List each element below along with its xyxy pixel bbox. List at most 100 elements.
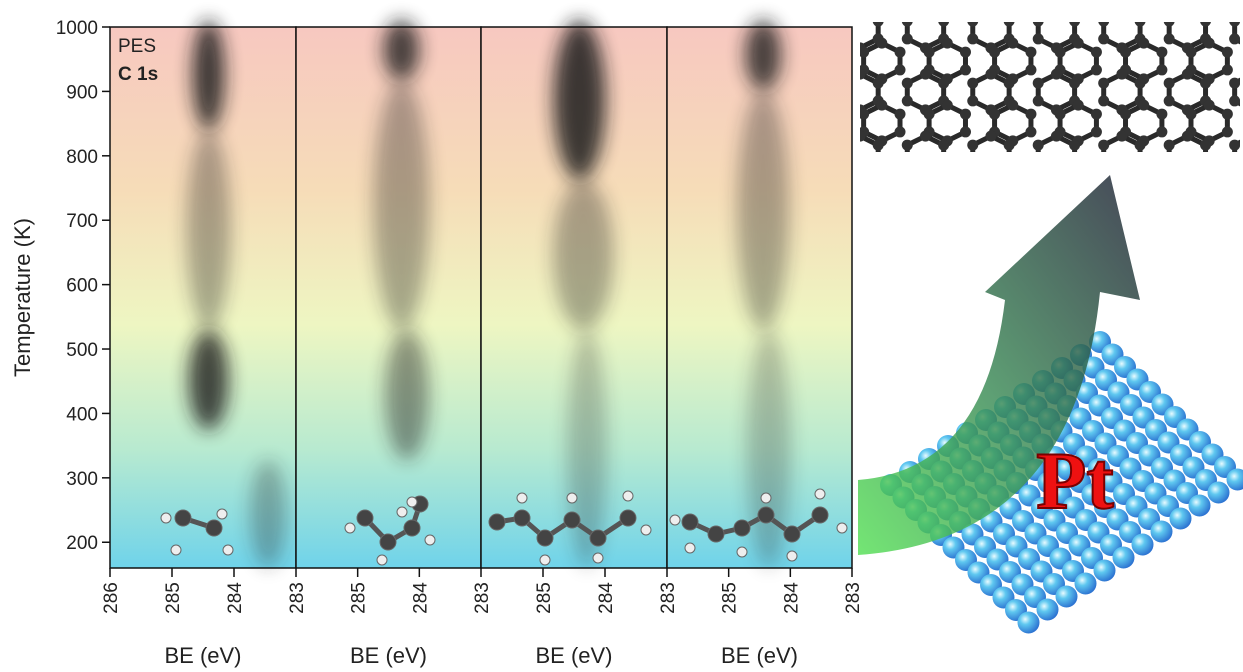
x-tick-label: 283 (843, 582, 864, 614)
carbon-atom (733, 519, 751, 537)
graphene-atom (1098, 22, 1110, 27)
carbon-atom (681, 513, 699, 531)
graphene-atom (902, 157, 913, 168)
graphene-atom (989, 171, 1000, 182)
graphene-atom (1204, 162, 1215, 173)
graphene-atom (1138, 37, 1150, 49)
graphene-ring (1191, 167, 1227, 203)
carbon-atom (619, 509, 637, 527)
graphene-atom (1120, 108, 1132, 120)
graphene-atom (1138, 197, 1149, 208)
graphene-atom (1090, 46, 1102, 58)
graphene-atom (1055, 188, 1066, 199)
graphene-atom (959, 46, 971, 58)
graphene-atom (1025, 46, 1037, 58)
hydrogen-atom (592, 552, 604, 564)
graphene-atom (1134, 22, 1146, 27)
graphene-atom (894, 64, 906, 76)
graphene-atom (1090, 108, 1102, 120)
graphene-atom (967, 139, 979, 151)
y-tick-label: 400 (66, 404, 98, 425)
carbon-atom (379, 533, 397, 551)
pt-atom (1093, 559, 1116, 582)
graphene-atom (1050, 130, 1062, 142)
panel-subtitle: C 1s (118, 64, 158, 85)
graphene-atom (1185, 46, 1197, 58)
graphene-atom (894, 46, 906, 58)
hydrogen-atom (170, 544, 182, 556)
graphene-ring (929, 0, 965, 17)
graphene-atom (1163, 22, 1175, 27)
graphene-ring (995, 0, 1031, 17)
pt-atom (1207, 481, 1230, 504)
graphene-atom (1182, 166, 1193, 177)
graphene-atom (1050, 68, 1062, 80)
x-tick-label: 285 (720, 582, 741, 614)
graphene-atom (967, 157, 978, 168)
graphene-atom (924, 2, 935, 13)
graphene-atom (985, 7, 996, 18)
pt-atom (1074, 572, 1097, 595)
intensity-streak (553, 180, 614, 330)
graphene-atom (1221, 108, 1233, 120)
intensity-streak (553, 20, 606, 180)
carbon-atom (811, 506, 829, 524)
graphene-atom (923, 46, 935, 58)
pt-label: Pt (1036, 435, 1113, 526)
graphene-atom (901, 77, 913, 89)
y-tick-label: 200 (66, 533, 98, 554)
intensity-streak (186, 130, 231, 330)
pt-atom (1188, 494, 1211, 517)
hydrogen-atom (814, 488, 826, 500)
graphene-atom (1054, 108, 1066, 120)
x-tick-label: 283 (287, 582, 308, 614)
graphene-atom (1222, 2, 1233, 13)
y-tick-label: 700 (66, 211, 98, 232)
graphene-atom (872, 77, 884, 89)
hydrogen-atom (396, 506, 408, 518)
graphene-atom (1116, 130, 1128, 142)
graphene-atom (1229, 33, 1240, 45)
graphene-atom (793, 2, 804, 13)
graphene-atom (919, 130, 931, 142)
y-tick-label: 300 (66, 469, 98, 490)
graphene-atom (1032, 139, 1044, 151)
graphene-atom (771, 16, 782, 27)
graphene-atom (989, 2, 1000, 13)
hydrogen-atom (736, 546, 748, 558)
graphene-atom (1007, 197, 1018, 208)
x-axis-label: BE (eV) (350, 643, 427, 668)
graphene-atom (1025, 64, 1037, 76)
intensity-streak (745, 20, 782, 90)
x-axis-label: BE (eV) (164, 643, 241, 668)
process-arrow (858, 175, 1140, 555)
graphene-atom (1025, 108, 1037, 120)
hydrogen-atom (786, 550, 798, 562)
pt-atom (1131, 533, 1154, 556)
hydrogen-atom (216, 508, 228, 520)
panel-title: PES (118, 36, 156, 57)
graphene-atom (1185, 2, 1196, 13)
graphene-atom (924, 171, 935, 182)
graphene-atom (1051, 166, 1062, 177)
graphene-atom (989, 188, 1000, 199)
graphene-atom (1069, 22, 1081, 27)
graphene-atom (872, 139, 884, 151)
graphene-atom (1163, 77, 1175, 89)
graphene-atom (1055, 171, 1066, 182)
graphene-atom (1098, 95, 1110, 107)
graphene-atom (1007, 37, 1019, 49)
graphene-atom (1032, 77, 1044, 89)
graphene-atom (1163, 33, 1175, 45)
graphene-atom (895, 2, 906, 13)
graphene-atom (1138, 162, 1149, 173)
graphene-atom (1120, 2, 1131, 13)
graphene-atom (1185, 108, 1197, 120)
graphene-atom (938, 77, 950, 89)
graphene-atom (919, 68, 931, 80)
graphene-atom (901, 33, 913, 45)
graphene-atom (876, 197, 887, 208)
graphene-atom (1032, 95, 1044, 107)
graphene-atom (967, 77, 979, 89)
graphene-atom (1003, 139, 1015, 151)
